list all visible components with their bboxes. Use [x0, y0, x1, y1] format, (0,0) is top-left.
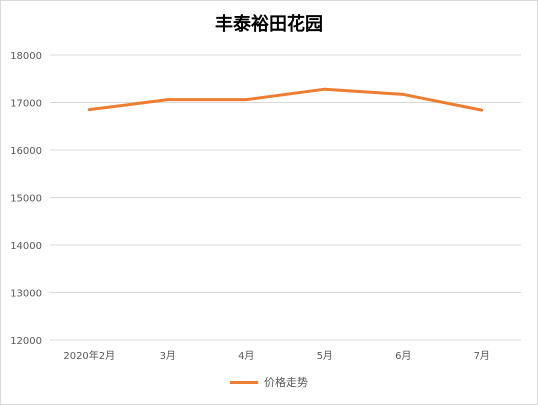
x-tick-label: 5月: [317, 350, 333, 362]
y-tick-label: 15000: [10, 194, 42, 205]
legend-label: 价格走势: [264, 376, 308, 389]
x-tick-label: 2020年2月: [63, 349, 115, 362]
x-tick-label: 6月: [395, 350, 411, 362]
x-tick-label: 7月: [474, 350, 490, 362]
y-tick-label: 18000: [10, 51, 42, 62]
y-tick-label: 12000: [10, 336, 42, 347]
x-tick-label: 3月: [160, 350, 176, 362]
series-line: [87, 87, 484, 112]
legend-swatch: [230, 380, 258, 384]
y-tick-label: 14000: [10, 241, 42, 252]
y-tick-label: 13000: [10, 289, 42, 300]
x-tick-label: 4月: [238, 350, 254, 362]
chart-title: 丰泰裕田花园: [215, 14, 323, 35]
legend: 价格走势: [0, 374, 538, 390]
y-tick-label: 17000: [10, 99, 42, 110]
y-tick-label: 16000: [10, 146, 42, 157]
